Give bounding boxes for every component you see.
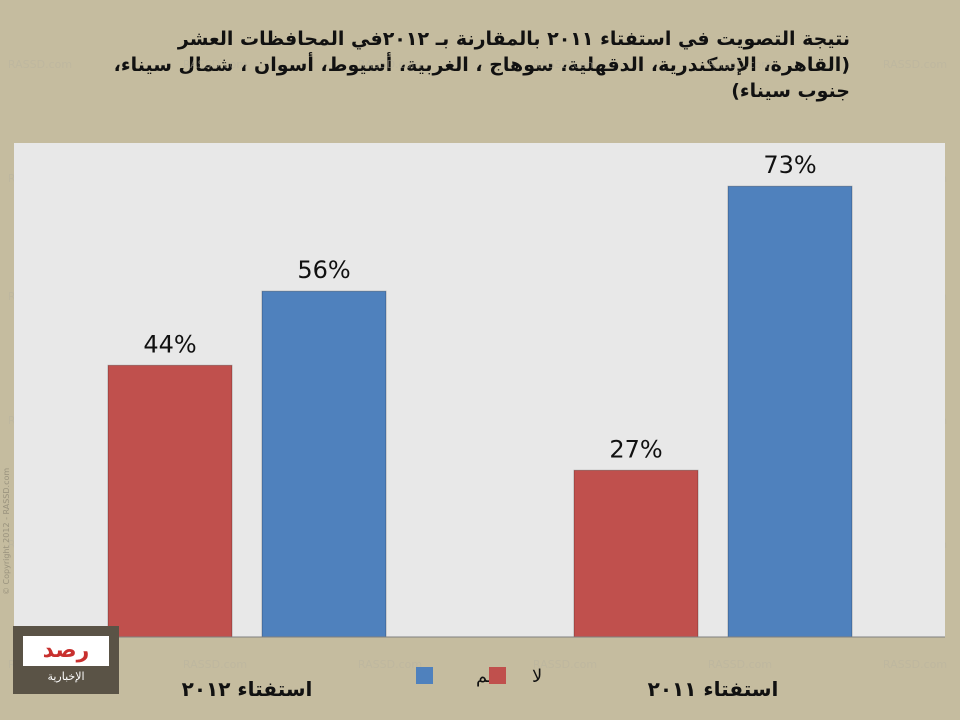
legend-label: لا (532, 666, 542, 687)
watermark-text: RASSD.com (358, 58, 422, 71)
bar-yes-1 (261, 290, 387, 638)
legend-swatch (416, 667, 433, 684)
copyright-text: © Copyright 2012 - RASSD.com (2, 468, 11, 595)
x-tick-label: استفتاء ٢٠١١ (648, 677, 779, 701)
watermark-text: RASSD.com (183, 658, 247, 671)
watermark-text: RASSD.com (708, 58, 772, 71)
legend-swatch (489, 667, 506, 684)
bar-yes-2 (727, 185, 853, 638)
watermark-text: RASSD.com (8, 58, 72, 71)
watermark-text: RASSD.com (708, 658, 772, 671)
watermark-text: RASSD.com (358, 658, 422, 671)
watermark-text: RASSD.com (533, 658, 597, 671)
x-tick-label: استفتاء ٢٠١٢ (182, 677, 313, 701)
bar-no-1 (107, 364, 233, 638)
watermark-text: RASSD.com (883, 58, 947, 71)
watermark-text: RASSD.com (533, 58, 597, 71)
data-label: 27% (609, 435, 662, 463)
data-label: 44% (143, 330, 196, 358)
data-label: 73% (763, 151, 816, 179)
chart-title: نتيجة التصويت في استفتاء ٢٠١١ بالمقارنة … (113, 28, 850, 102)
logo-text: الإخبارية (47, 670, 85, 683)
rassd-logo: رصد الإخبارية (13, 626, 119, 694)
logo-mark: رصد (23, 636, 109, 666)
data-label: 56% (297, 256, 350, 284)
watermark-text: RASSD.com (183, 58, 247, 71)
bar-no-2 (573, 469, 699, 638)
legend: نعم لا (416, 666, 542, 687)
watermark-text: RASSD.com (883, 658, 947, 671)
